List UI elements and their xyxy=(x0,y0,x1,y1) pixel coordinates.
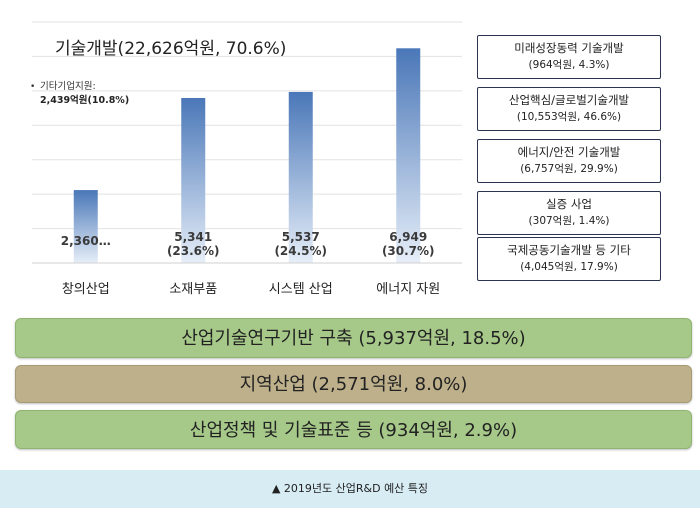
chart-title: 기술개발(22,626억원, 70.6%) xyxy=(55,39,287,59)
budget-bar-chart: 2,360… 창의산업 5,341 (23.6%) 소재부품 5,537 (24.5%) 시스… xyxy=(0,0,480,305)
bar-label: 산업기술연구기반 구축 (5,937억원, 18.5%) xyxy=(181,328,526,349)
bar-label: 산업정책 및 기술표준 등 (934억원, 2.9%) xyxy=(189,420,518,441)
box-demonstration: 실증 사업 (307억원, 1.4%) xyxy=(477,191,661,235)
category-label: 창의산업 xyxy=(62,282,110,297)
bar xyxy=(181,97,206,263)
box-value: (10,553억원, 46.6%) xyxy=(516,111,622,123)
bar xyxy=(288,91,313,263)
bar-value-label: 5,537 xyxy=(282,230,320,244)
category-label: 시스템 산업 xyxy=(269,282,333,297)
bar-research-infra: 산업기술연구기반 구축 (5,937억원, 18.5%) xyxy=(15,318,692,358)
bar-label: 지역산업 (2,571억원, 8.0%) xyxy=(239,374,468,395)
bar xyxy=(73,190,98,263)
bar-value-label: (24.5%) xyxy=(274,244,327,258)
category-label: 에너지 자원 xyxy=(376,282,440,297)
box-value: (6,757억원, 29.9%) xyxy=(520,163,618,175)
bar-value-label: 5,341 xyxy=(174,230,212,244)
box-title: 에너지/안전 기술개발 xyxy=(517,145,621,159)
box-value: (964억원, 4.3%) xyxy=(528,59,610,71)
bar-policy-standards: 산업정책 및 기술표준 등 (934억원, 2.9%) xyxy=(15,410,692,449)
box-energy-safety: 에너지/안전 기술개발 (6,757억원, 29.9%) xyxy=(477,139,661,183)
box-international: 국제공동기술개발 등 기타 (4,045억원, 17.9%) xyxy=(477,237,661,281)
box-future-growth: 미래성장동력 기술개발 (964억원, 4.3%) xyxy=(477,35,661,79)
other-support-note: • 기타기업지원: 2,439억원(10.8%) xyxy=(30,80,130,108)
bar-regional-industry: 지역산업 (2,571억원, 8.0%) xyxy=(15,365,692,403)
chart-svg: 2,360… 창의산업 5,341(23.6%) 소재부품 5,537(24.5%) 시스… xyxy=(32,21,462,297)
figure-caption: ▲ 2019년도 산업R&D 예산 특징 xyxy=(0,470,700,508)
box-title: 국제공동기술개발 등 기타 xyxy=(507,243,631,257)
box-title: 미래성장동력 기술개발 xyxy=(514,41,624,55)
bar xyxy=(396,48,421,263)
note-value: 2,439억원(10.8%) xyxy=(40,95,130,106)
category-label: 소재부품 xyxy=(169,282,217,297)
box-value: (307억원, 1.4%) xyxy=(528,215,610,227)
box-title: 산업핵심/글로벌기술개발 xyxy=(508,93,630,107)
bar-value-label: 2,360… xyxy=(61,234,111,248)
note-bullet: • xyxy=(30,82,36,92)
bar-value-label: (30.7%) xyxy=(382,244,435,258)
box-value: (4,045억원, 17.9%) xyxy=(520,261,618,273)
bar-value-label: 6,949 xyxy=(389,230,427,244)
box-title: 실증 사업 xyxy=(546,197,592,211)
box-core-global: 산업핵심/글로벌기술개발 (10,553억원, 46.6%) xyxy=(477,87,661,131)
note-label: 기타기업지원: xyxy=(40,81,96,92)
bar-value-label: (23.6%) xyxy=(167,244,220,258)
